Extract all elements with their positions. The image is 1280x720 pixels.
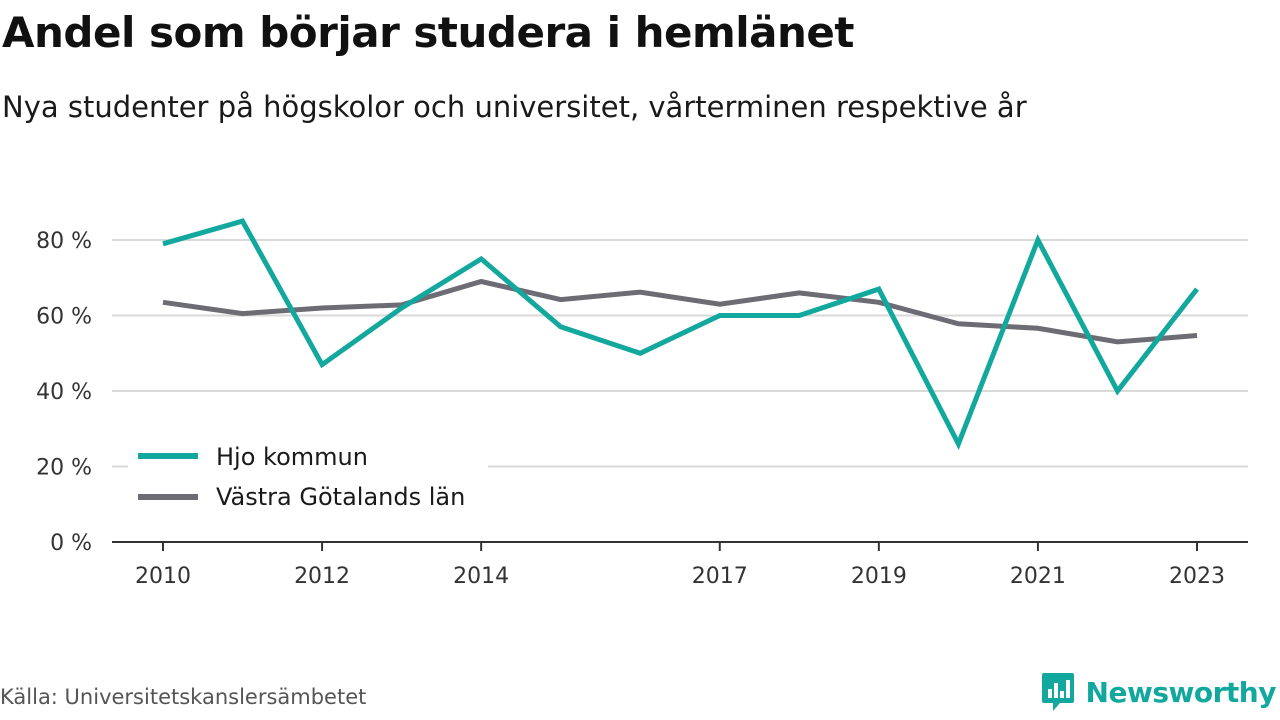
y-axis-ticks: 0 % 20 % 40 % 60 % 80 % (36, 229, 92, 556)
x-tick-label-2023: 2023 (1169, 564, 1225, 589)
legend-label-hjo: Hjo kommun (216, 443, 368, 471)
y-tick-label-60: 60 % (36, 305, 92, 330)
y-tick-label-0: 0 % (50, 531, 92, 556)
legend-label-vgl: Västra Götalands län (216, 483, 465, 511)
chart-subtitle: Nya studenter på högskolor och universit… (2, 90, 1027, 124)
x-axis: 2010 2012 2014 2017 2019 2021 2023 (112, 541, 1248, 589)
y-tick-label-20: 20 % (36, 456, 92, 481)
brand-logo[interactable]: Newsworthy (1040, 671, 1277, 713)
gridlines (112, 239, 1248, 468)
x-tick-label-2021: 2021 (1010, 564, 1066, 589)
newsworthy-logo-icon (1041, 673, 1074, 711)
series-lines (162, 218, 1199, 450)
x-tick-label-2010: 2010 (135, 564, 191, 589)
legend-background (128, 435, 488, 520)
line-chart: 0 % 20 % 40 % 60 % 80 % 2010 2012 2014 2017 2019… (36, 218, 1248, 589)
chart-title: Andel som börjar studera i hemlänet (2, 8, 855, 57)
x-tick-label-2019: 2019 (851, 564, 907, 589)
x-tick-label-2012: 2012 (294, 564, 350, 589)
x-tick-label-2014: 2014 (453, 564, 509, 589)
series-line-hjo (162, 218, 1199, 450)
legend: Hjo kommun Västra Götalands län (128, 435, 488, 520)
y-tick-label-40: 40 % (36, 380, 92, 405)
series-line-vgl (162, 278, 1198, 345)
x-tick-label-2017: 2017 (692, 564, 748, 589)
brand-name: Newsworthy (1085, 675, 1277, 709)
y-tick-label-80: 80 % (36, 229, 92, 254)
source-note: Källa: Universitetskanslersämbetet (0, 685, 367, 709)
